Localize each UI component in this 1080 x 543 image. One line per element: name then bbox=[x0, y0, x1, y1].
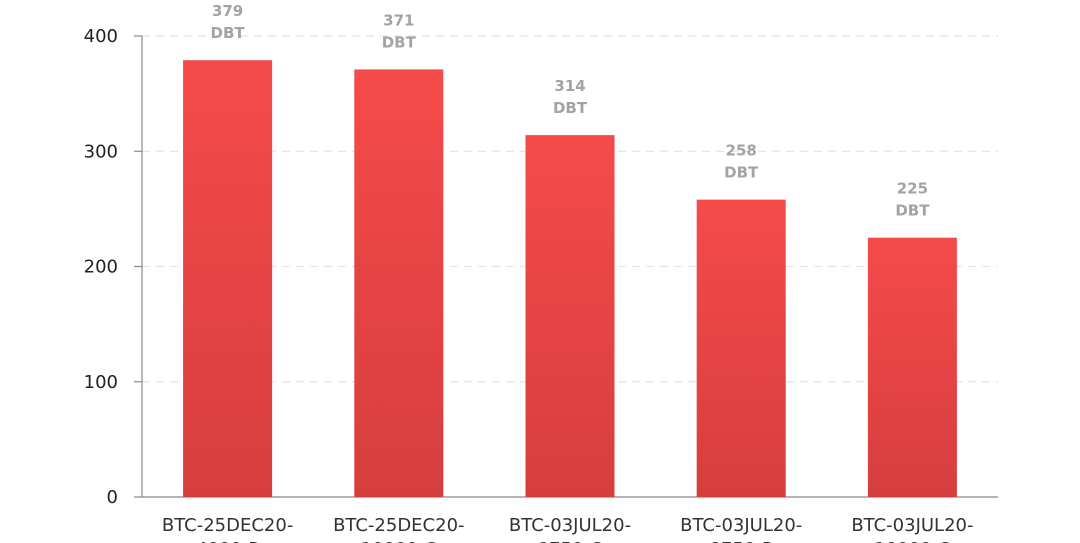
x-category-label-line: 10000-C bbox=[361, 539, 437, 543]
x-category-label-line: BTC-25DEC20- bbox=[162, 515, 293, 536]
bar-data-label-line: 225 bbox=[897, 180, 928, 198]
x-category-label: BTC-25DEC20- 4000-P bbox=[162, 515, 293, 543]
bar-data-label-line: 314 bbox=[554, 77, 585, 95]
y-tick-label: 100 bbox=[84, 372, 118, 393]
bar-data-label: 379 DBT bbox=[211, 2, 246, 42]
x-category-label-line: 4000-P bbox=[196, 539, 259, 543]
y-tick-label: 400 bbox=[84, 26, 118, 47]
x-category-label-line: BTC-03JUL20- bbox=[509, 515, 631, 536]
bar bbox=[525, 135, 615, 498]
bar-data-label: 258 DBT bbox=[724, 142, 759, 182]
bar bbox=[354, 69, 444, 498]
bar-data-label-line: DBT bbox=[553, 99, 588, 117]
bar-data-label-line: DBT bbox=[895, 202, 930, 220]
x-category-label-line: BTC-03JUL20- bbox=[851, 515, 973, 536]
x-category-label-line: BTC-25DEC20- bbox=[333, 515, 464, 536]
x-category-label-line: 8750-C bbox=[538, 539, 603, 543]
bar-data-label: 371 DBT bbox=[382, 11, 417, 51]
x-category-label-line: 10000-C bbox=[874, 539, 950, 543]
bar-data-label-line: 371 bbox=[383, 11, 414, 29]
x-category-label: BTC-03JUL20- 10000-C bbox=[851, 515, 973, 543]
bar bbox=[867, 237, 957, 497]
bar-data-label-line: 379 bbox=[212, 2, 243, 20]
bar bbox=[696, 199, 786, 497]
x-category-label-line: BTC-03JUL20- bbox=[680, 515, 802, 536]
y-tick-label: 0 bbox=[107, 487, 118, 508]
x-category-label: BTC-25DEC20- 10000-C bbox=[333, 515, 464, 543]
bars bbox=[183, 60, 957, 498]
bar-data-label-line: 258 bbox=[726, 142, 757, 160]
bar-data-label-line: DBT bbox=[724, 164, 759, 182]
bar bbox=[183, 60, 273, 497]
bar-data-label-line: DBT bbox=[211, 24, 246, 42]
category-labels: BTC-25DEC20-4000-PBTC-25DEC20-10000-CBTC… bbox=[162, 515, 974, 543]
x-category-label: BTC-03JUL20- 8750-C bbox=[509, 515, 631, 543]
y-tick-label: 200 bbox=[84, 257, 118, 278]
bar-data-label: 314 DBT bbox=[553, 77, 588, 117]
bar-data-label-line: DBT bbox=[382, 33, 417, 51]
bar-data-label: 225 DBT bbox=[895, 180, 930, 220]
x-category-label-line: 8750-P bbox=[710, 539, 773, 543]
data-labels: 379 DBT 371 DBT 314 DBT 258 DBT 225 DBT bbox=[211, 2, 931, 219]
y-tick-label: 300 bbox=[84, 141, 118, 162]
x-category-label: BTC-03JUL20- 8750-P bbox=[680, 515, 802, 543]
